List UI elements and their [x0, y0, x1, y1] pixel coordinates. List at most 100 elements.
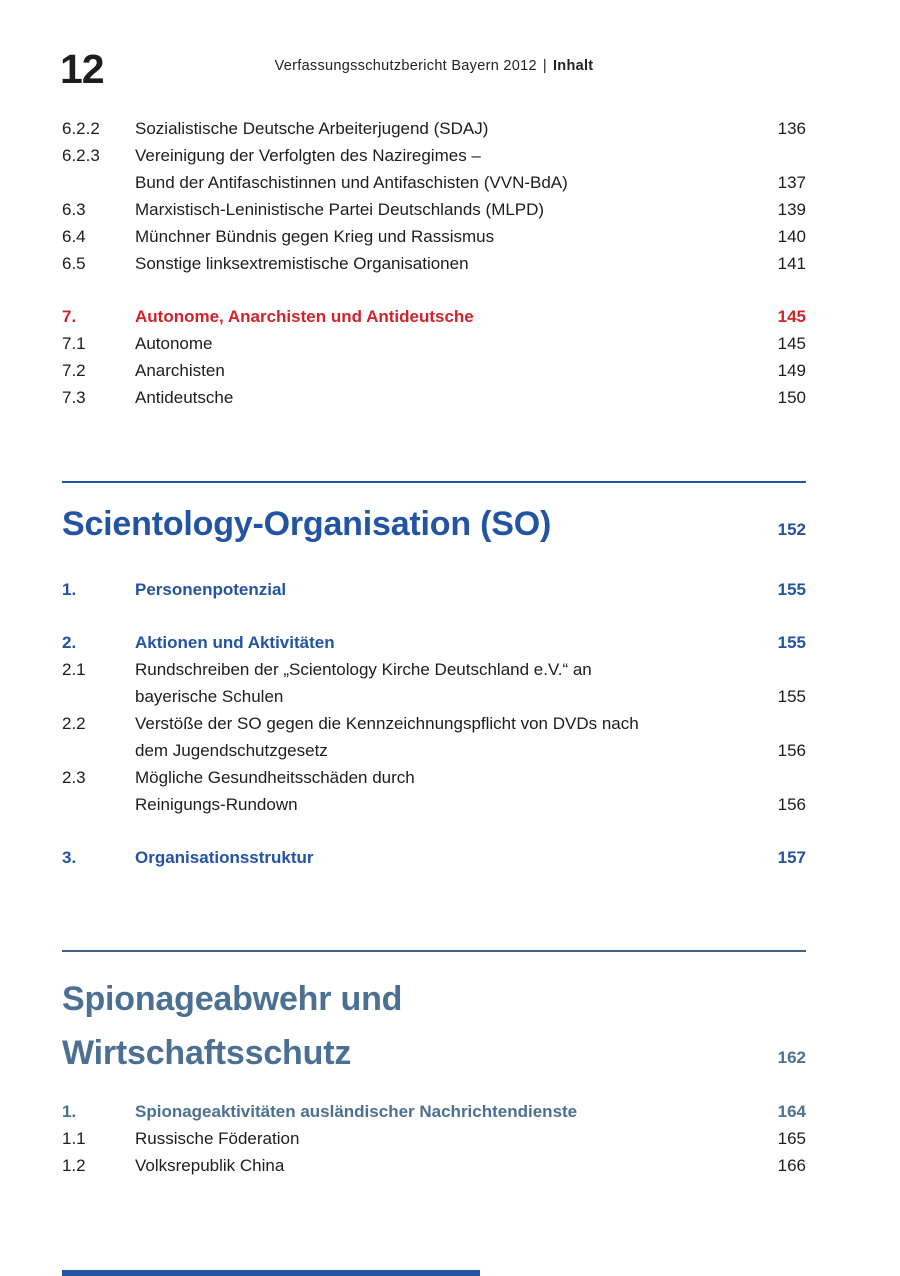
toc-entry-number: 2.2: [62, 714, 86, 733]
toc-entry-number: 7.2: [62, 361, 86, 380]
toc-entry-page: 157: [777, 848, 806, 867]
toc-entry: 1. Spionageaktivitäten ausländischer Nac…: [62, 1098, 806, 1125]
page-number: 12: [60, 46, 105, 92]
toc-entry-title: Russische Föderation: [135, 1129, 300, 1148]
toc-entry-number: 7.: [62, 307, 77, 326]
toc-entry-number: 1.1: [62, 1129, 86, 1148]
toc-entry-page: 149: [777, 361, 806, 380]
toc-entry-page: 155: [777, 687, 806, 706]
toc-entry-number: 3.: [62, 848, 77, 867]
toc-entry-title: Anarchisten: [135, 361, 225, 380]
toc-entry: bayerische Schulen 155: [62, 683, 806, 710]
toc-entry-page: 139: [777, 200, 806, 219]
toc-entry-page: 136: [777, 119, 806, 138]
toc-block-scientology: 1. Personenpotenzial 155 2. Aktionen und…: [62, 576, 806, 871]
toc-entry-page: 140: [777, 227, 806, 246]
toc-entry: 7. Autonome, Anarchisten und Antideutsch…: [62, 303, 806, 330]
section-divider-espionage: [62, 950, 806, 952]
toc-entry-page: 137: [777, 173, 806, 192]
toc-entry-title: Autonome, Anarchisten und Antideutsche: [135, 307, 474, 326]
toc-entry-page: 156: [777, 795, 806, 814]
toc-entry-number: 2.: [62, 633, 77, 652]
toc-entry: 7.1 Autonome 145: [62, 330, 806, 357]
toc-entry-page: 166: [777, 1156, 806, 1175]
toc-entry: dem Jugendschutzgesetz 156: [62, 737, 806, 764]
toc-entry: Reinigungs-Rundown 156: [62, 791, 806, 818]
toc-entry-number: 6.3: [62, 200, 86, 219]
toc-entry-page: 165: [777, 1129, 806, 1148]
toc-entry-number: 1.2: [62, 1156, 86, 1175]
toc-entry-title: Reinigungs-Rundown: [135, 795, 298, 814]
chapter-page-number: 162: [777, 1048, 806, 1067]
toc-entry-title: Volksrepublik China: [135, 1156, 285, 1175]
toc-entry-title: Bund der Antifaschistinnen und Antifasch…: [135, 173, 568, 192]
toc-entry-number: 1.: [62, 580, 77, 599]
toc-entry-page: 145: [777, 307, 806, 326]
chapter-title-line1: Spionageabwehr und: [62, 980, 403, 1018]
chapter-title-espionage: Spionageabwehr und Wirtschaftsschutz: [62, 972, 762, 1080]
toc-entry-number: 2.3: [62, 768, 86, 787]
toc-block-espionage: 1. Spionageaktivitäten ausländischer Nac…: [62, 1098, 806, 1179]
running-header: Verfassungsschutzbericht Bayern 2012 | Inh…: [62, 58, 806, 74]
toc-entry-number: 6.2.3: [62, 146, 100, 165]
toc-entry-title: Sonstige linksextremistische Organisatio…: [135, 254, 469, 273]
toc-entry-title: Aktionen und Aktivitäten: [135, 633, 335, 652]
toc-entry-number: 1.: [62, 1102, 77, 1121]
toc-entry: 6.2.2 Sozialistische Deutsche Arbeiterju…: [62, 115, 806, 142]
toc-entry: 6.4 Münchner Bündnis gegen Krieg und Ras…: [62, 223, 806, 250]
header-separator: |: [542, 58, 547, 74]
header-running-title: Verfassungsschutzbericht Bayern 2012: [274, 58, 537, 74]
toc-entry: 2.2 Verstöße der SO gegen die Kennzeichn…: [62, 710, 806, 737]
toc-entry: 1.2 Volksrepublik China 166: [62, 1152, 806, 1179]
toc-entry: 7.3 Antideutsche 150: [62, 384, 806, 411]
toc-entry-title: Organisationsstruktur: [135, 848, 314, 867]
toc-entry-title: Sozialistische Deutsche Arbeiterjugend (…: [135, 119, 489, 138]
bottom-partial-divider: [62, 1270, 480, 1276]
toc-block-autonome: 7. Autonome, Anarchisten und Antideutsch…: [62, 303, 806, 411]
toc-entry: 7.2 Anarchisten 149: [62, 357, 806, 384]
toc-entry-title: Personenpotenzial: [135, 580, 287, 599]
toc-entry: Bund der Antifaschistinnen und Antifasch…: [62, 169, 806, 196]
toc-entry: 1.1 Russische Föderation 165: [62, 1125, 806, 1152]
toc-entry-title: Marxistisch-Leninistische Partei Deutsch…: [135, 200, 545, 219]
chapter-page-number: 152: [777, 520, 806, 539]
toc-entry-title: Mögliche Gesundheitsschäden durch: [135, 768, 415, 787]
toc-entry-title: Vereinigung der Verfolgten des Naziregim…: [135, 146, 481, 165]
toc-entry-title: Münchner Bündnis gegen Krieg und Rassism…: [135, 227, 495, 246]
toc-entry-title: bayerische Schulen: [135, 687, 284, 706]
toc-entry-number: 7.3: [62, 388, 86, 407]
chapter-header-scientology: Scientology-Organisation (SO) 152: [62, 504, 806, 544]
toc-entry-page: 156: [777, 741, 806, 760]
header-section-label: Inhalt: [552, 58, 594, 74]
toc-entry: 2. Aktionen und Aktivitäten 155: [62, 629, 806, 656]
toc-entry-title: dem Jugendschutzgesetz: [135, 741, 328, 760]
toc-entry: 6.2.3 Vereinigung der Verfolgten des Naz…: [62, 142, 806, 169]
toc-entry-page: 141: [777, 254, 806, 273]
toc-entry-number: 6.4: [62, 227, 86, 246]
section-divider-scientology: [62, 481, 806, 483]
toc-entry-number: 7.1: [62, 334, 86, 353]
toc-entry-page: 155: [777, 580, 806, 599]
toc-entry-title: Verstöße der SO gegen die Kennzeichnungs…: [135, 714, 639, 733]
chapter-title-scientology: Scientology-Organisation (SO): [62, 505, 552, 543]
chapter-header-espionage: Spionageabwehr und Wirtschaftsschutz 162: [62, 972, 806, 1080]
toc-entry: 1. Personenpotenzial 155: [62, 576, 806, 603]
toc-entry: 6.3 Marxistisch-Leninistische Partei Deu…: [62, 196, 806, 223]
toc-entry-title: Autonome: [135, 334, 213, 353]
toc-entry-page: 164: [777, 1102, 806, 1121]
toc-entry-title: Rundschreiben der „Scientology Kirche De…: [135, 660, 592, 679]
toc-block-left-extremism: 6.2.2 Sozialistische Deutsche Arbeiterju…: [62, 115, 806, 277]
toc-entry-number: 2.1: [62, 660, 86, 679]
toc-entry: 2.1 Rundschreiben der „Scientology Kirch…: [62, 656, 806, 683]
toc-entry: 3. Organisationsstruktur 157: [62, 844, 806, 871]
toc-entry-title: Antideutsche: [135, 388, 234, 407]
toc-entry-number: 6.5: [62, 254, 86, 273]
toc-entry-page: 150: [777, 388, 806, 407]
toc-entry-number: 6.2.2: [62, 119, 100, 138]
toc-entry-title: Spionageaktivitäten ausländischer Nachri…: [135, 1102, 578, 1121]
toc-entry: 2.3 Mögliche Gesundheitsschäden durch: [62, 764, 806, 791]
toc-entry: 6.5 Sonstige linksextremistische Organis…: [62, 250, 806, 277]
toc-entry-page: 155: [777, 633, 806, 652]
chapter-title-line2: Wirtschaftsschutz: [62, 1034, 352, 1072]
